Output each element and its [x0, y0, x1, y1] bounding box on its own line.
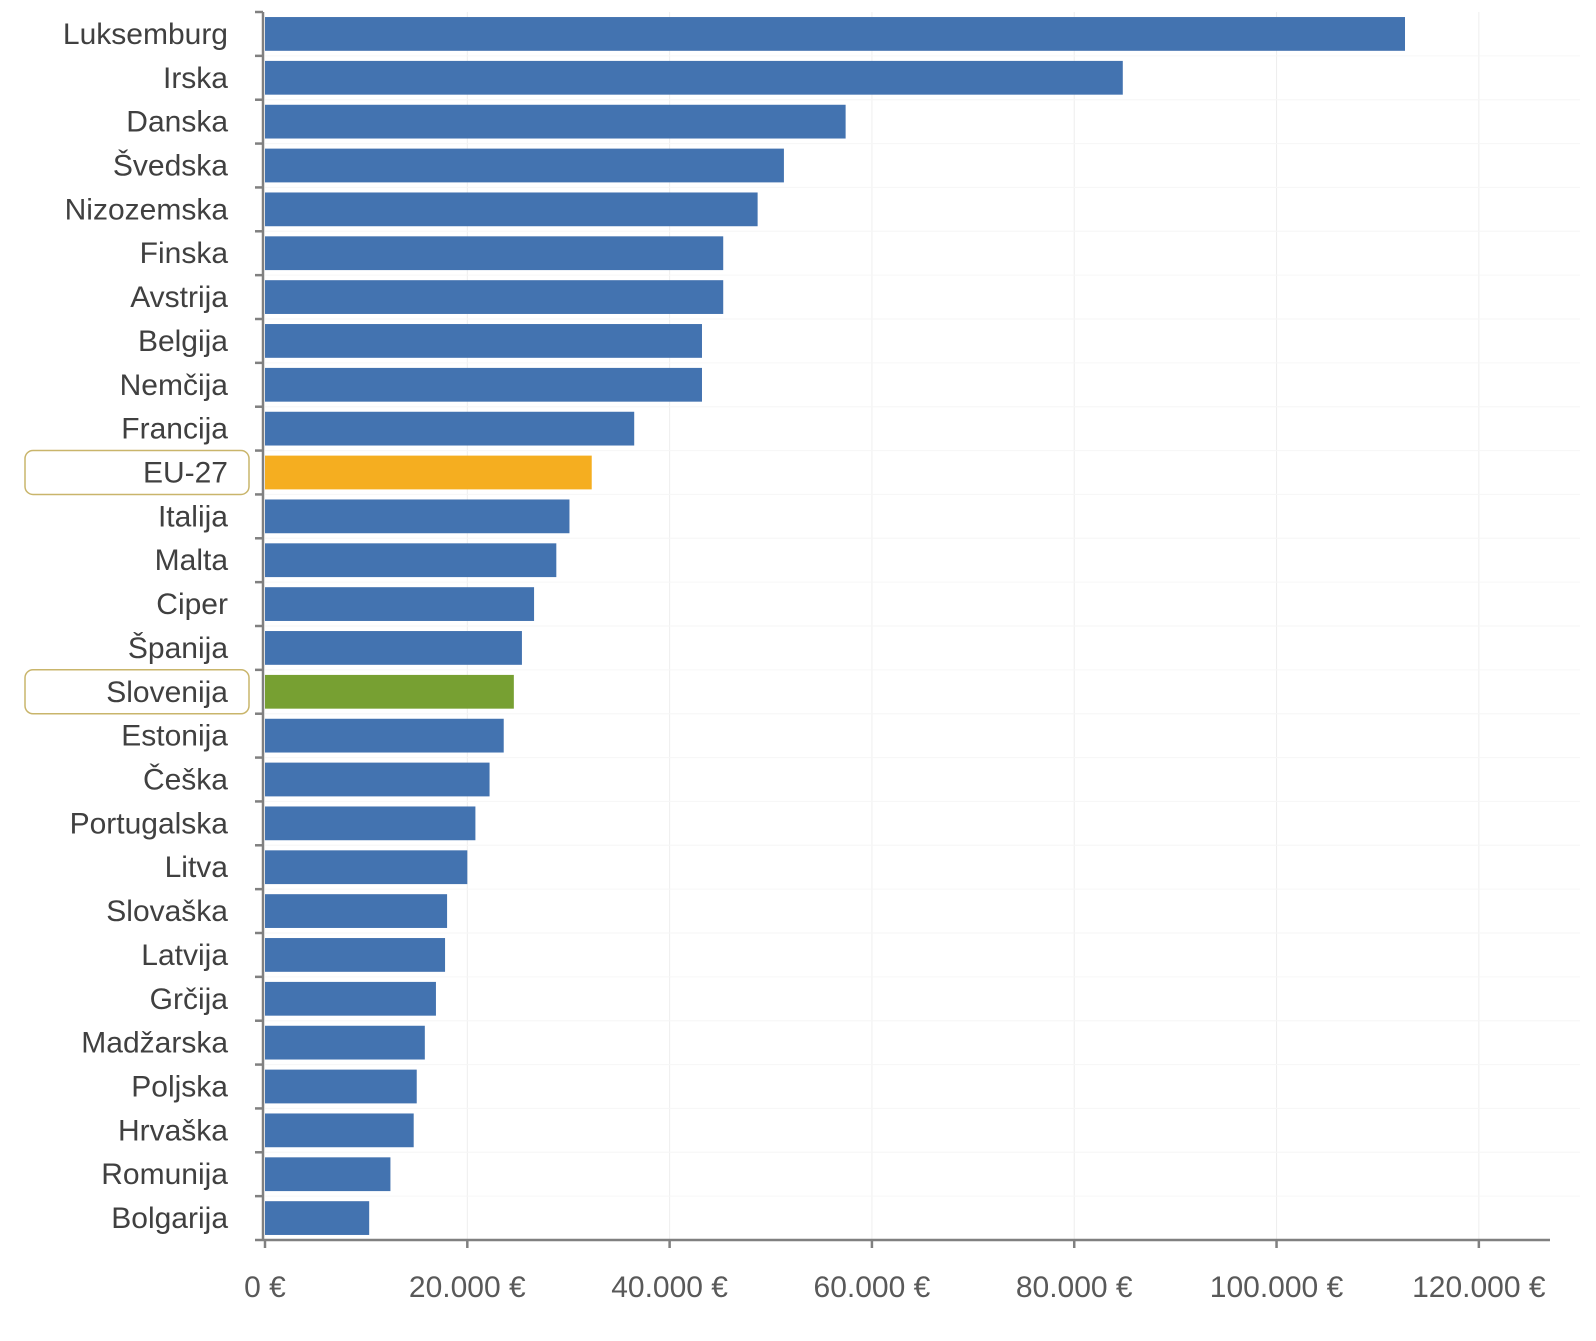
- bar-belgija: [265, 324, 702, 358]
- category-label-portugalska: Portugalska: [70, 807, 229, 840]
- bar-avstrija: [265, 280, 724, 314]
- category-label-danska: Danska: [126, 106, 228, 139]
- bar-finska: [265, 236, 724, 271]
- bar-danska: [265, 104, 846, 139]
- category-label-irska: Irska: [163, 62, 228, 95]
- bar--vedska: [265, 148, 784, 183]
- bar--e-ka: [265, 762, 490, 797]
- x-tick-label-5: 100.000 €: [1210, 1271, 1344, 1304]
- category-label--e-ka: Češka: [143, 763, 228, 797]
- category-label-romunija: Romunija: [101, 1158, 228, 1191]
- grid-layer: [265, 12, 1580, 1240]
- bar-portugalska: [265, 806, 476, 841]
- highlight-box-eu-27: [24, 449, 250, 496]
- bar-slovenija: [265, 674, 514, 709]
- category-label-slova-ka: Slovaška: [106, 895, 228, 928]
- bar-irska: [265, 60, 1123, 95]
- x-tick-label-2: 40.000 €: [611, 1271, 728, 1304]
- bar-hrva-ka: [265, 1113, 414, 1148]
- category-label-ciper: Ciper: [156, 588, 228, 621]
- highlight-layer: [24, 449, 250, 715]
- bar-gr-ija: [265, 981, 436, 1016]
- category-label-malta: Malta: [155, 544, 229, 577]
- bar-luksemburg: [265, 17, 1406, 51]
- category-label-poljska: Poljska: [131, 1071, 228, 1104]
- category-label-belgija: Belgija: [138, 325, 228, 358]
- category-label-slovenija: Slovenija: [106, 676, 228, 709]
- bar-ciper: [265, 587, 535, 621]
- bar-francija: [265, 411, 635, 446]
- bar-malta: [265, 543, 557, 578]
- bar-layer: [265, 17, 1406, 1235]
- category-label-estonija: Estonija: [121, 720, 228, 753]
- bar-romunija: [265, 1157, 391, 1192]
- bar-latvija: [265, 938, 446, 972]
- bar-italija: [265, 499, 570, 534]
- label-layer: Luksemburg Irska Danska Švedska Nizozemska Fi…: [63, 18, 1546, 1304]
- category-label-litva: Litva: [165, 851, 229, 884]
- bar-poljska: [265, 1069, 417, 1104]
- bar-litva: [265, 850, 468, 885]
- category-label-bolgarija: Bolgarija: [111, 1202, 228, 1235]
- bar-slova-ka: [265, 894, 448, 928]
- bar-mad-arska: [265, 1025, 425, 1060]
- category-label-gr-ija: Grčija: [150, 983, 229, 1016]
- bar-bolgarija: [265, 1201, 370, 1235]
- x-tick-label-1: 20.000 €: [409, 1271, 526, 1304]
- axis-layer: [255, 10, 1550, 1248]
- category-label-nem-ija: Nemčija: [120, 369, 229, 402]
- bar-nem-ija: [265, 367, 702, 402]
- category-label-luksemburg: Luksemburg: [63, 18, 228, 51]
- bar-eu-27: [265, 455, 592, 490]
- category-label-avstrija: Avstrija: [130, 281, 228, 314]
- category-label-eu-27: EU-27: [143, 457, 228, 490]
- bar-nizozemska: [265, 192, 758, 227]
- category-label-italija: Italija: [158, 500, 228, 533]
- category-label-francija: Francija: [121, 413, 228, 446]
- x-tick-label-3: 60.000 €: [814, 1271, 931, 1304]
- x-tick-label-4: 80.000 €: [1016, 1271, 1133, 1304]
- category-label-nizozemska: Nizozemska: [65, 193, 229, 226]
- category-label-mad-arska: Madžarska: [81, 1027, 228, 1060]
- category-label--vedska: Švedska: [113, 149, 228, 183]
- highlight-box-slovenija: [24, 669, 250, 715]
- x-tick-label-6: 120.000 €: [1412, 1271, 1546, 1304]
- category-label-finska: Finska: [140, 237, 229, 270]
- x-tick-label-0: 0 €: [244, 1271, 286, 1304]
- bar--panija: [265, 631, 522, 665]
- category-label-hrva-ka: Hrvaška: [118, 1114, 228, 1147]
- bar-estonija: [265, 718, 504, 753]
- category-label--panija: Španija: [128, 631, 228, 665]
- category-label-latvija: Latvija: [141, 939, 228, 972]
